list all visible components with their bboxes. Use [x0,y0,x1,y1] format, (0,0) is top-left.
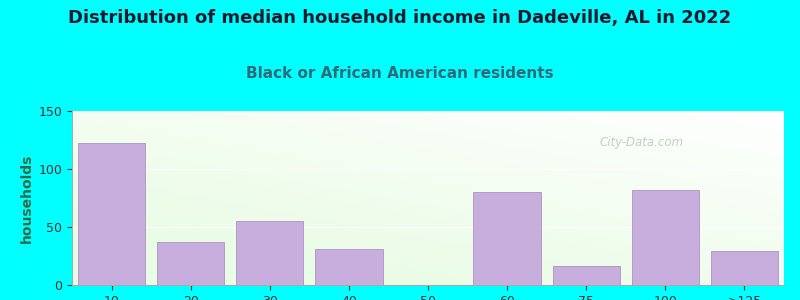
Bar [315,249,382,285]
Text: City-Data.com: City-Data.com [599,136,684,149]
Bar [157,242,224,285]
Text: Black or African American residents: Black or African American residents [246,66,554,81]
Bar [236,221,303,285]
Y-axis label: households: households [20,153,34,243]
Bar [632,190,699,285]
Bar [78,143,145,285]
Bar [711,251,778,285]
Bar [474,192,541,285]
Bar [553,266,620,285]
Text: Distribution of median household income in Dadeville, AL in 2022: Distribution of median household income … [68,9,732,27]
